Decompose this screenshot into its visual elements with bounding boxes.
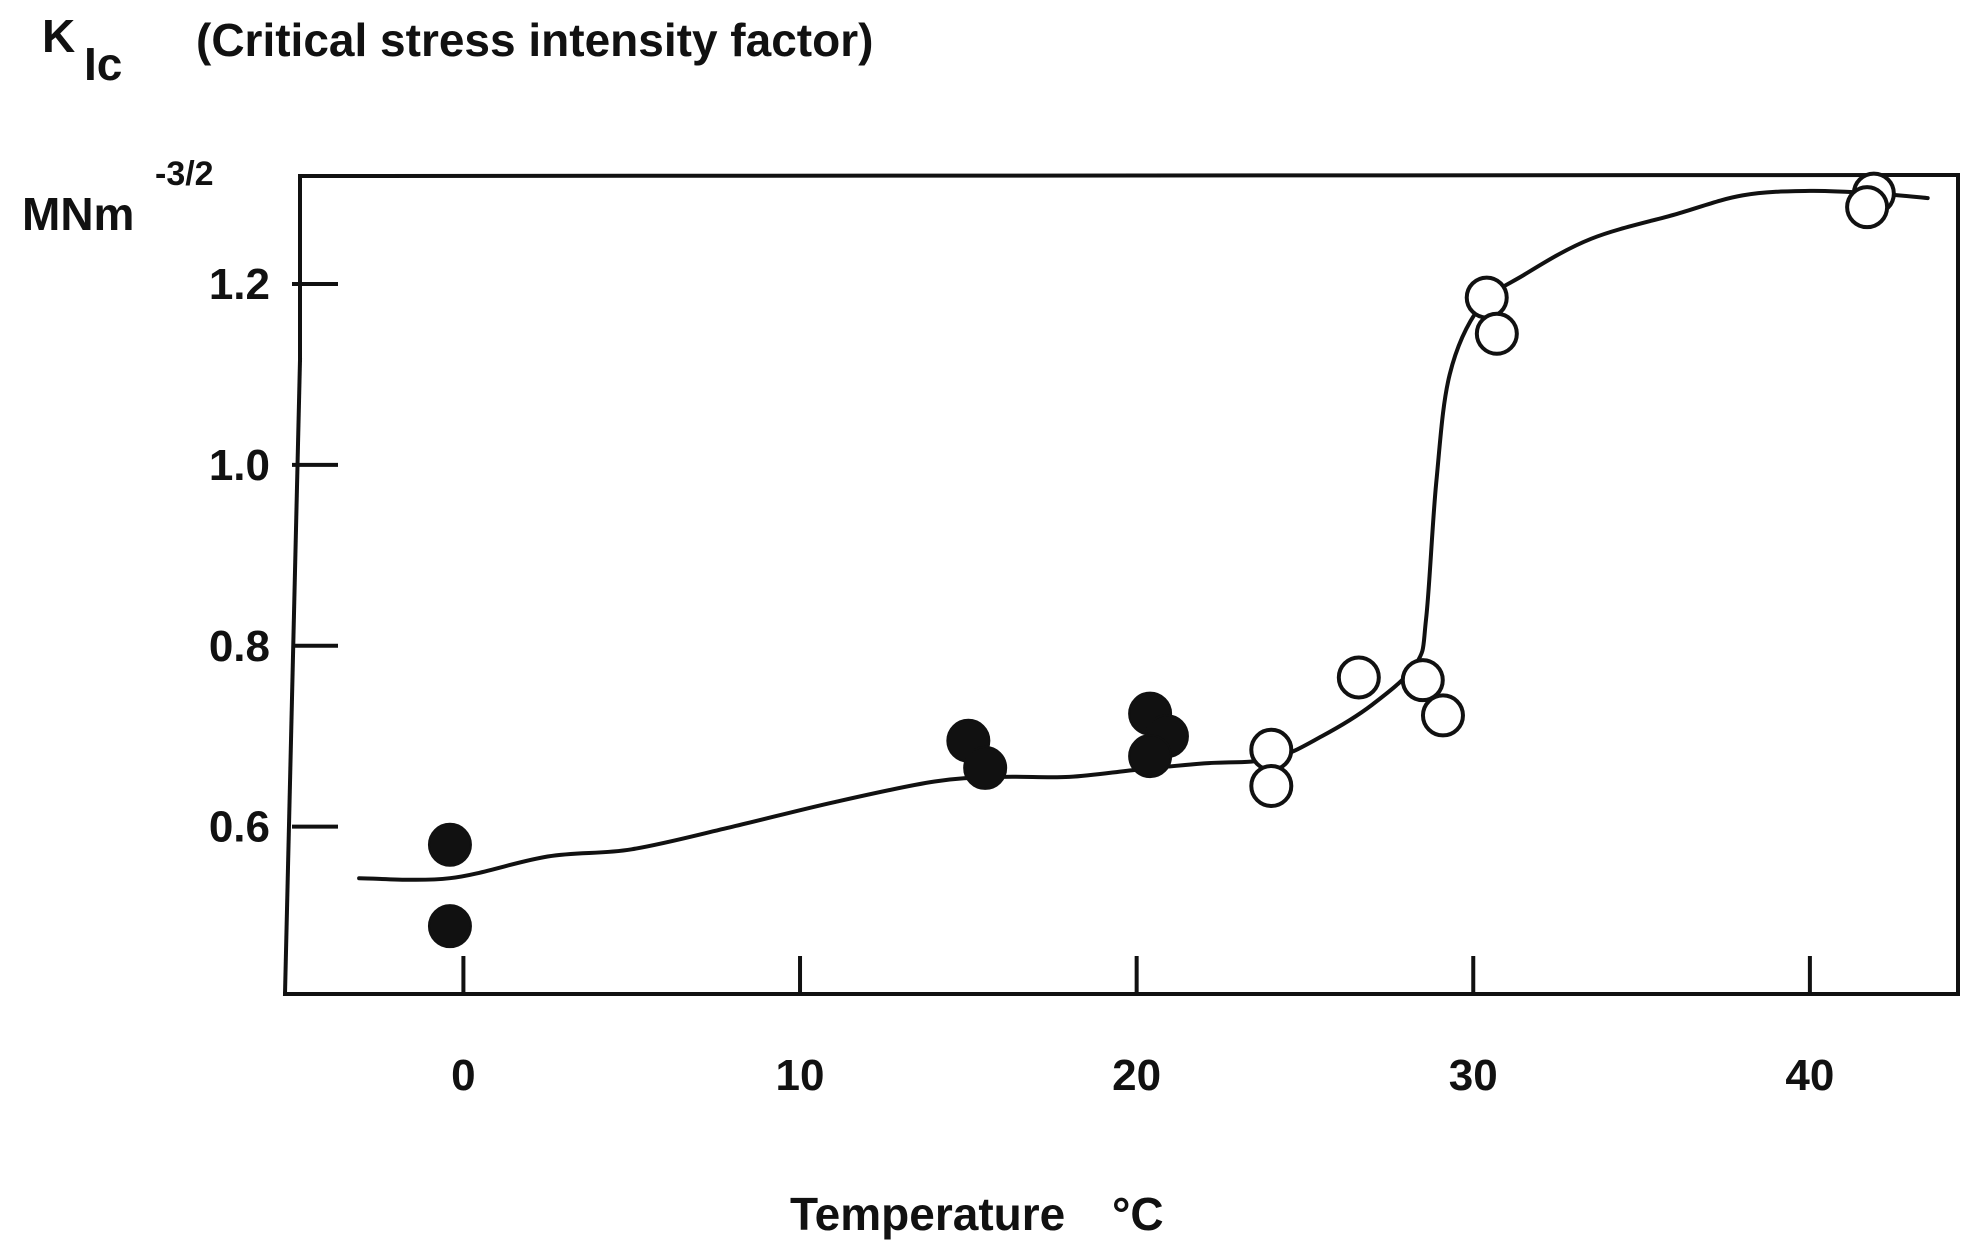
open-data-point: [1845, 185, 1890, 230]
open-data-point: [1400, 658, 1445, 703]
x-tick-label: 20: [1112, 1051, 1161, 1100]
chart-title-symbol: K: [42, 10, 75, 62]
x-axis-ticks: 0 10 20 30 40: [451, 956, 1834, 1100]
open-data-point: [1420, 693, 1465, 738]
filled-data-point: [427, 904, 472, 949]
y-axis-unit-exponent: -3/2: [155, 155, 214, 193]
plot-frame: [282, 172, 1961, 997]
open-data-point: [1249, 727, 1294, 772]
frame-left-lower: [282, 357, 303, 997]
x-axis-title: Temperature: [790, 1188, 1065, 1240]
chart-title: (Critical stress intensity factor): [196, 14, 873, 66]
x-tick-label: 10: [776, 1051, 825, 1100]
open-data-point: [1474, 311, 1519, 356]
open-data-point: [1336, 655, 1381, 700]
y-tick-label: 0.8: [209, 622, 270, 671]
y-tick-label: 1.2: [209, 260, 270, 309]
trend-curve: [357, 188, 1930, 882]
filled-data-point: [1128, 734, 1173, 779]
frame-top: [297, 172, 1961, 179]
x-tick-label: 40: [1785, 1051, 1834, 1100]
y-tick-label: 0.6: [209, 803, 270, 852]
y-tick-label: 1.0: [209, 441, 270, 490]
open-data-point: [1464, 275, 1509, 320]
x-axis-unit: °C: [1112, 1188, 1164, 1240]
open-data-point: [1249, 763, 1294, 808]
x-tick-label: 0: [451, 1051, 475, 1100]
data-points: [427, 171, 1896, 949]
chart-title-subscript: Ic: [84, 38, 122, 90]
y-axis-unit: MNm: [22, 188, 134, 240]
filled-data-point: [427, 822, 472, 867]
y-axis-ticks: 0.6 0.8 1.0 1.2: [209, 260, 338, 852]
filled-data-point: [963, 745, 1008, 790]
x-tick-label: 30: [1449, 1051, 1498, 1100]
